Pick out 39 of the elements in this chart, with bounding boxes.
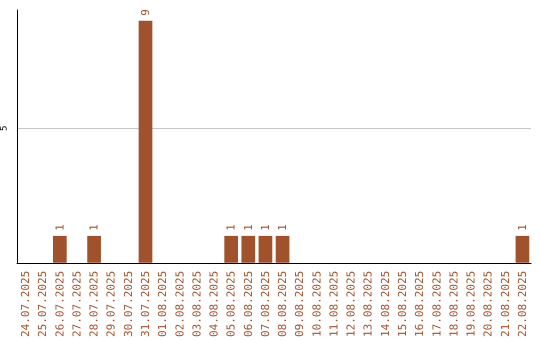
data-label: 1 <box>242 224 255 231</box>
data-label: 1 <box>53 224 66 231</box>
x-tick-label: 27.07.2025 <box>70 270 84 338</box>
data-label: 1 <box>516 224 529 231</box>
x-tick-label: 09.08.2025 <box>293 270 306 338</box>
x-tick-label: 10.08.2025 <box>310 270 324 338</box>
x-tick-label: 18.08.2025 <box>447 270 460 338</box>
x-tick-label: 11.08.2025 <box>327 270 340 338</box>
x-tick-label: 20.08.2025 <box>482 270 495 338</box>
x-tick-label: 14.08.2025 <box>378 270 392 338</box>
x-tick-label: 12.08.2025 <box>344 270 358 338</box>
x-tick-label: 25.07.2025 <box>36 270 50 338</box>
data-label: 1 <box>258 224 272 231</box>
x-tick-label: 07.08.2025 <box>258 270 272 338</box>
x-tick-label: 17.08.2025 <box>430 270 444 338</box>
data-label: 9 <box>139 9 152 16</box>
x-tick-label: 13.08.2025 <box>362 270 375 338</box>
data-label: 1 <box>88 224 101 231</box>
x-tick-label: 30.07.2025 <box>122 270 135 338</box>
x-tick-label: 04.08.2025 <box>208 270 221 338</box>
x-tick-label: 03.08.2025 <box>190 270 204 338</box>
data-label: 1 <box>276 224 290 231</box>
x-tick-label: 31.07.2025 <box>139 270 152 338</box>
x-tick-label: 06.08.2025 <box>242 270 255 338</box>
x-tick-label: 26.07.2025 <box>53 270 66 338</box>
x-tick-label: 22.08.2025 <box>516 270 529 338</box>
x-tick-label: 16.08.2025 <box>413 270 426 338</box>
x-tick-label: 19.08.2025 <box>464 270 478 338</box>
x-tick-label: 15.08.2025 <box>396 270 409 338</box>
x-tick-label: 21.08.2025 <box>498 270 512 338</box>
x-tick-label: 02.08.2025 <box>173 270 186 338</box>
x-tick-label: 28.07.2025 <box>88 270 101 338</box>
x-tick-label: 01.08.2025 <box>156 270 170 338</box>
x-tick-label: 05.08.2025 <box>224 270 238 338</box>
x-tick-label: 24.07.2025 <box>19 270 32 338</box>
data-label: 1 <box>224 224 238 231</box>
x-tick-label: 08.08.2025 <box>276 270 290 338</box>
x-tick-label: 29.07.2025 <box>104 270 118 338</box>
y-tick-label: 5 <box>0 125 10 132</box>
